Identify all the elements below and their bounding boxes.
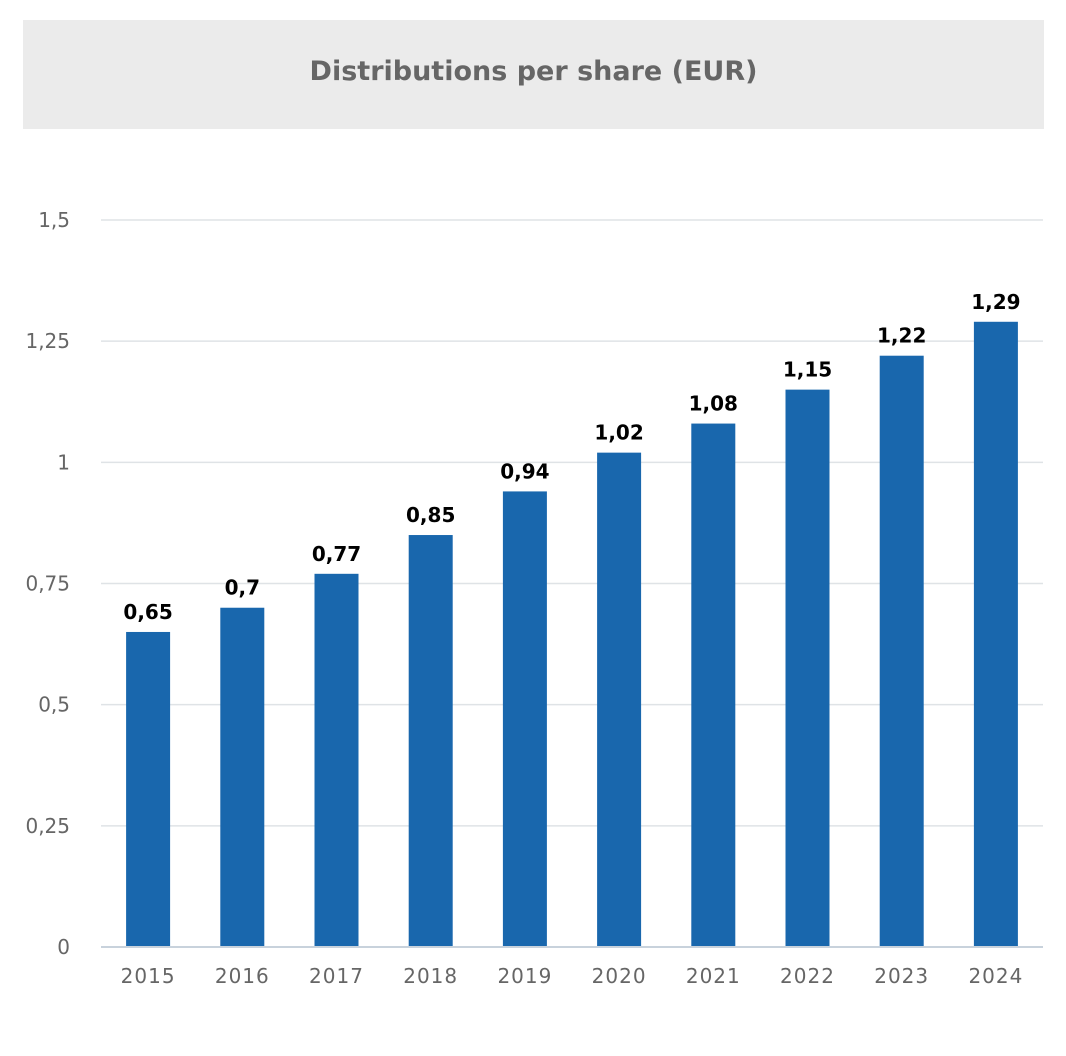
data-label: 0,77 [312, 542, 361, 566]
y-axis-ticks: 0 0,25 0,5 0,75 1 1,25 1,5 [25, 208, 70, 959]
data-label: 0,85 [406, 503, 455, 527]
bar-2020 [597, 452, 642, 947]
y-tick-label: 1 [57, 450, 70, 474]
x-tick-label: 2018 [403, 964, 458, 988]
chart-title: Distributions per share (EUR) [309, 56, 758, 87]
y-tick-label: 0 [57, 935, 70, 959]
x-tick-label: 2016 [215, 964, 270, 988]
bar-2016 [220, 607, 265, 947]
x-tick-label: 2017 [309, 964, 364, 988]
data-label: 1,15 [783, 358, 832, 382]
data-label: 0,7 [225, 576, 260, 600]
y-tick-label: 0,25 [25, 814, 70, 838]
y-tick-label: 0,75 [25, 572, 70, 596]
x-tick-label: 2022 [780, 964, 835, 988]
data-labels: 0,65 0,7 0,77 0,85 0,94 1,02 1,08 1,15 1,22 1,29 [123, 290, 1020, 624]
bar-2018 [408, 535, 453, 947]
bar-2024 [973, 321, 1018, 947]
bar-2019 [502, 491, 547, 947]
y-tick-label: 0,5 [38, 693, 70, 717]
data-label: 1,29 [971, 290, 1020, 314]
data-label: 1,02 [594, 421, 643, 445]
bar-2021 [691, 423, 736, 947]
bar-2015 [126, 631, 171, 947]
y-tick-label: 1,25 [25, 329, 70, 353]
x-tick-label: 2020 [592, 964, 647, 988]
data-label: 0,94 [500, 459, 549, 483]
chart-title-bar: Distributions per share (EUR) [23, 20, 1044, 129]
data-label: 1,08 [689, 392, 738, 416]
x-tick-label: 2015 [121, 964, 176, 988]
data-label: 1,22 [877, 324, 926, 348]
bar-2017 [314, 573, 359, 947]
bar-2022 [785, 389, 830, 948]
x-tick-label: 2023 [874, 964, 929, 988]
x-tick-label: 2021 [686, 964, 741, 988]
bar-2023 [879, 355, 924, 947]
x-axis-ticks: 2015 2016 2017 2018 2019 2020 2021 2022 2023 2024 [121, 964, 1023, 988]
y-tick-label: 1,5 [38, 208, 70, 232]
x-tick-label: 2024 [968, 964, 1023, 988]
bars [126, 321, 1018, 948]
x-tick-label: 2019 [497, 964, 552, 988]
data-label: 0,65 [123, 600, 172, 624]
